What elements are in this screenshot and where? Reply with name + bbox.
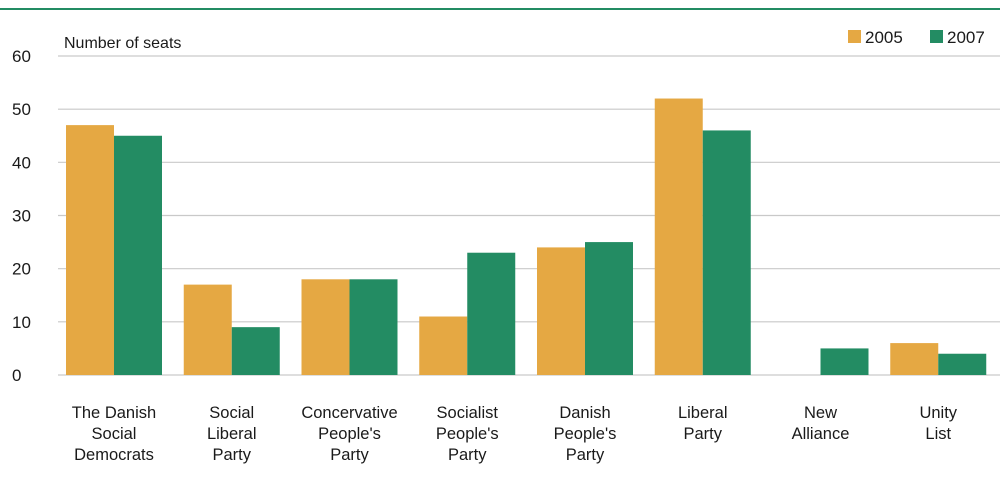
bar-2007-5	[702, 130, 751, 375]
y-tick-label: 10	[12, 313, 31, 332]
y-tick-label: 50	[12, 100, 31, 119]
y-tick-label: 30	[12, 207, 31, 226]
category-label: The Danish Social Democrats	[72, 404, 156, 464]
legend-swatch-2007	[930, 30, 943, 43]
bar-2005-5	[654, 98, 703, 376]
bar-2005-2	[301, 279, 350, 375]
y-axis-label: Number of seats	[64, 35, 181, 52]
bars	[66, 98, 987, 376]
category-label: Unity List	[919, 404, 957, 443]
category-label: New Alliance	[792, 404, 850, 443]
y-tick-label: 40	[12, 153, 31, 172]
bar-2005-0	[66, 125, 114, 375]
category-label: Social Liberal Party	[207, 404, 257, 464]
category-label: Concervative People's Party	[301, 404, 397, 464]
legend-swatch-2005	[848, 30, 861, 43]
category-label: Danish People's Party	[554, 404, 617, 464]
bar-2007-6	[820, 348, 869, 375]
bar-2005-1	[183, 284, 232, 375]
y-tick-label: 60	[12, 47, 31, 66]
bar-2005-4	[537, 247, 585, 375]
category-label: Socialist People's Party	[436, 404, 499, 464]
y-axis-ticks: 0 10 20 30 40 50 60	[12, 47, 31, 385]
bar-2007-0	[114, 135, 162, 375]
bar-2007-4	[585, 242, 633, 375]
bar-2005-3	[419, 316, 468, 375]
legend: 2005 2007	[848, 28, 985, 47]
bar-2007-2	[349, 279, 398, 375]
category-label: Liberal Party	[678, 404, 728, 443]
bar-2007-1	[231, 327, 280, 375]
legend-label-2005: 2005	[865, 28, 903, 47]
y-tick-label: 20	[12, 260, 31, 279]
bar-2005-7	[890, 343, 939, 375]
legend-label-2007: 2007	[947, 28, 985, 47]
bar-2007-7	[938, 353, 987, 375]
bar-2007-3	[467, 252, 516, 375]
y-tick-label: 0	[12, 366, 21, 385]
category-labels: The Danish Social Democrats Social Liberal Pa…	[72, 404, 958, 464]
